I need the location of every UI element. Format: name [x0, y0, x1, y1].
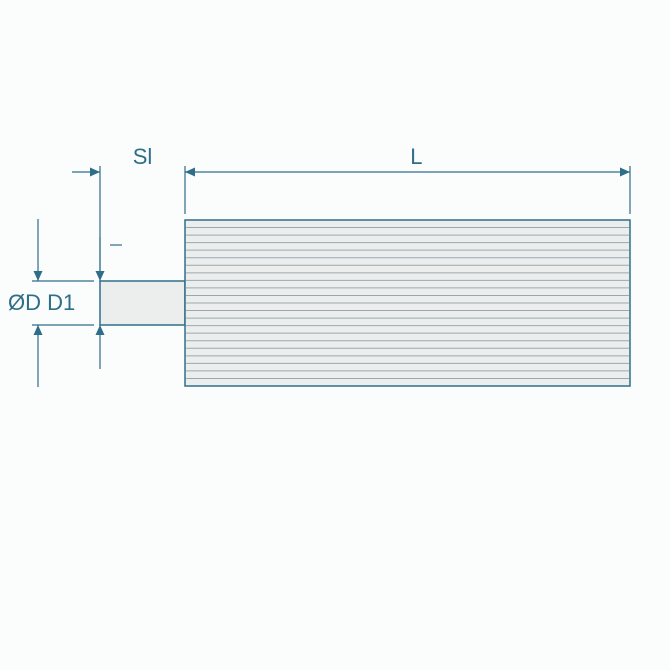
label-sl: Sl: [133, 144, 153, 169]
shaft: [100, 281, 185, 325]
hatch-lines: [186, 228, 629, 379]
label-diameter: ØD D1: [8, 290, 75, 315]
technical-drawing: Sl L ØD D1: [0, 0, 670, 670]
label-l: L: [410, 144, 422, 169]
